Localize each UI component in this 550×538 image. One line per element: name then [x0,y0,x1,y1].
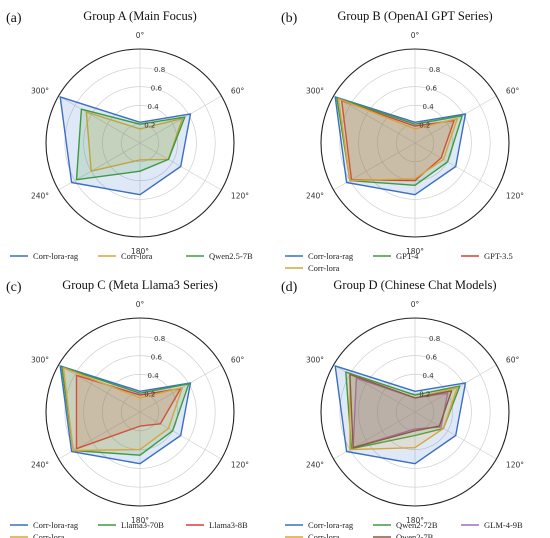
series-corr-lora-rag [334,365,467,465]
radial-tick-label: 0.4 [423,372,435,380]
legend-label: Qwen2.5-7B [209,251,253,261]
legend: Corr-lora-rag GPT-4 GPT-3.5 Corr-lora [285,251,513,273]
legend-label: Llama3-8B [209,520,248,530]
panel-d: (d) Group D (Chinese Chat Models) 0.2 0.4 0.… [275,269,550,538]
panel-c: (c) Group C (Meta Llama3 Series) 0.2 0.4 0.6… [0,269,275,538]
radial-tick-label: 0.6 [426,353,438,361]
legend-label: GPT-3.5 [484,251,513,261]
radial-tick-label: 0.6 [426,84,438,92]
chart-title: Group C (Meta Llama3 Series) [62,278,218,292]
series-llama3-70b [61,366,190,456]
radial-tick-label: 0.4 [423,103,435,111]
legend-label: Llama3-70B [121,520,164,530]
polar-frame [320,317,510,507]
legend-label: Corr-lora-rag [308,520,354,530]
series-glm-4-9b [352,377,449,449]
radar-chart-a: (a) Group A (Main Focus) 0.2 0.4 0.6 0.8 0° 60°… [6,9,253,261]
angle-tick-label: 120° [506,461,524,470]
angle-tick-label: 180° [406,516,424,525]
legend-label: Corr-lora-rag [308,251,354,261]
radial-tick-label: 0.8 [429,66,440,74]
angle-tick-label: 240° [31,192,49,201]
panel-label: (a) [6,11,22,26]
angle-tick-label: 0° [136,31,145,40]
radial-tick-label: 0.2 [419,390,430,398]
legend-label: Corr-lora [308,263,340,273]
polar-frame [45,317,235,507]
radial-tick-label: 0.6 [151,84,163,92]
legend-label: Corr-lora [33,532,65,538]
grid-spoke [333,95,416,144]
legend-label: Qwen2-7B [396,532,434,538]
polar-frame [45,48,235,238]
legend-label: Corr-lora-rag [33,520,79,530]
radial-tick-label: 0.6 [151,353,163,361]
series-corr-lora [337,98,459,182]
legend-label: Qwen2-72B [396,520,438,530]
legend: Corr-lora-rag Llama3-70B Llama3-8B Corr-lor… [10,520,248,538]
radial-tick-label: 0.2 [144,390,155,398]
angle-tick-label: 180° [131,247,149,256]
series-corr-lora [85,111,184,172]
series-qwen2-7b [349,373,453,449]
angle-tick-label: 0° [411,31,420,40]
legend: Corr-lora-rag Qwen2-72B GLM-4-9B Corr-lora Q… [285,520,523,538]
angle-tick-label: 60° [231,356,245,365]
angle-tick-label: 300° [306,356,324,365]
series-qwen2-72b [345,371,461,450]
grid-spoke [58,95,141,144]
panel-label: (c) [6,280,22,295]
radial-tick-label: 0.2 [144,121,155,129]
panel-b: (b) Group B (OpenAI GPT Series) 0.2 0.4 0.6 0… [275,0,550,273]
radial-tick-label: 0.8 [429,335,440,343]
chart-title: Group B (OpenAI GPT Series) [337,9,492,23]
radar-chart-c: (c) Group C (Meta Llama3 Series) 0.2 0.4 0.6… [6,278,249,538]
series-qwen2-5-7b [75,108,186,181]
angle-tick-label: 300° [31,87,49,96]
angle-tick-label: 120° [231,192,249,201]
legend-label: Corr-lora [121,251,153,261]
angle-tick-label: 60° [506,87,520,96]
angle-tick-label: 180° [131,516,149,525]
angle-tick-label: 240° [306,192,324,201]
legend-label: GLM-4-9B [484,520,523,530]
radial-tick-label: 0.4 [148,372,160,380]
angle-tick-label: 240° [306,461,324,470]
radial-tick-label: 0.8 [154,335,165,343]
series-gpt-4 [336,97,463,187]
angle-tick-label: 240° [31,461,49,470]
radial-tick-label: 0.4 [148,103,160,111]
angle-tick-label: 0° [136,300,145,309]
chart-title: Group A (Main Focus) [83,9,197,23]
panel-label: (b) [281,11,298,26]
radial-tick-label: 0.8 [154,66,165,74]
polar-frame [320,48,510,238]
angle-tick-label: 300° [306,87,324,96]
angle-tick-label: 0° [411,300,420,309]
angle-tick-label: 180° [406,247,424,256]
legend: Corr-lora-rag Corr-lora Qwen2.5-7B [10,251,253,261]
legend-label: GPT-4 [396,251,419,261]
legend-label: Corr-lora-rag [33,251,79,261]
radar-chart-b: (b) Group B (OpenAI GPT Series) 0.2 0.4 0.6 0… [281,9,524,273]
panel-a: (a) Group A (Main Focus) 0.2 0.4 0.6 0.8 0° 60°… [0,0,275,269]
radial-tick-label: 0.2 [419,121,430,129]
grid-spoke [58,364,141,413]
legend-label: Corr-lora [308,532,340,538]
chart-title: Group D (Chinese Chat Models) [333,278,496,292]
radar-chart-d: (d) Group D (Chinese Chat Models) 0.2 0.4 0.… [281,278,524,538]
angle-tick-label: 60° [506,356,520,365]
angle-tick-label: 300° [31,356,49,365]
series-corr-lora [62,367,184,452]
angle-tick-label: 120° [506,192,524,201]
panel-label: (d) [281,280,298,295]
angle-tick-label: 120° [231,461,249,470]
angle-tick-label: 60° [231,87,245,96]
